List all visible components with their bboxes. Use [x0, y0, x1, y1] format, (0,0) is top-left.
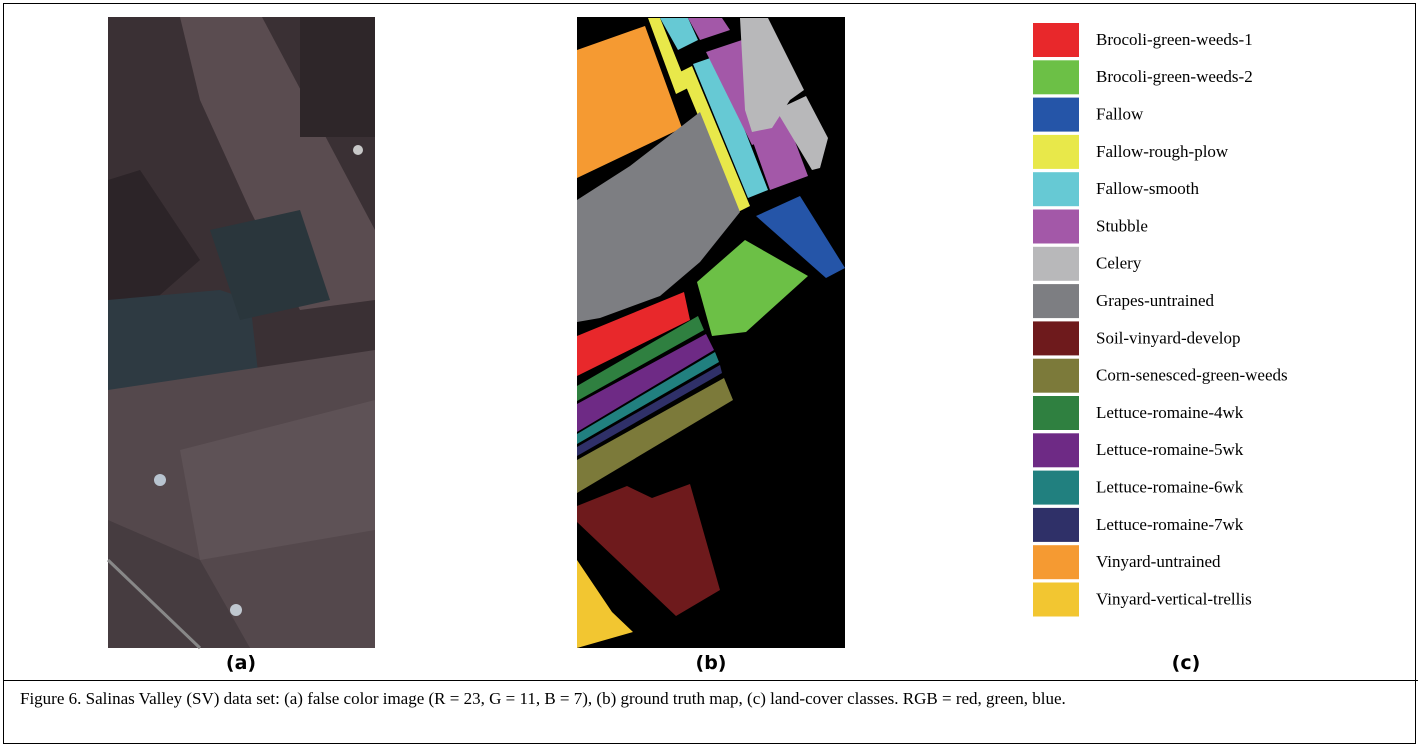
- legend-label: Fallow: [1096, 105, 1144, 124]
- legend-label: Vinyard-untrained: [1096, 552, 1221, 571]
- legend-swatch: [1033, 508, 1079, 542]
- legend-label: Fallow-rough-plow: [1096, 142, 1229, 161]
- legend-label: Celery: [1096, 254, 1142, 273]
- panel-label: (a): [201, 652, 281, 674]
- legend-swatch: [1033, 545, 1079, 579]
- legend-swatch: [1033, 359, 1079, 393]
- figure-caption: Figure 6. Salinas Valley (SV) data set: …: [20, 686, 1400, 712]
- legend-swatch: [1033, 284, 1079, 318]
- legend-swatch: [1033, 321, 1079, 355]
- legend-label: Brocoli-green-weeds-1: [1096, 30, 1253, 49]
- panel-label: (b): [671, 652, 751, 674]
- legend-label: Lettuce-romaine-7wk: [1096, 515, 1244, 534]
- legend-swatch: [1033, 247, 1079, 281]
- legend-label: Brocoli-green-weeds-2: [1096, 67, 1253, 86]
- legend-label: Lettuce-romaine-5wk: [1096, 440, 1244, 459]
- figure: Brocoli-green-weeds-1 Brocoli-green-weeds…: [0, 0, 1421, 748]
- legend-swatch: [1033, 23, 1079, 57]
- legend-label: Stubble: [1096, 216, 1148, 235]
- caption-divider: [3, 680, 1418, 681]
- panel-label: (c): [1146, 652, 1226, 674]
- legend-swatch: [1033, 210, 1079, 244]
- legend-swatch: [1033, 471, 1079, 505]
- legend-swatch: [1033, 60, 1079, 94]
- legend-swatch: [1033, 172, 1079, 206]
- legend-label: Lettuce-romaine-4wk: [1096, 403, 1244, 422]
- legend-label: Fallow-smooth: [1096, 179, 1199, 198]
- false-color-image: [108, 17, 375, 648]
- ground-truth-map: [577, 17, 845, 648]
- legend-swatch: [1033, 135, 1079, 169]
- legend-label: Vinyard-vertical-trellis: [1096, 589, 1252, 608]
- legend-swatch: [1033, 98, 1079, 132]
- legend-label: Lettuce-romaine-6wk: [1096, 478, 1244, 497]
- legend-swatch: [1033, 583, 1079, 617]
- figure-panels: Brocoli-green-weeds-1 Brocoli-green-weeds…: [0, 0, 1421, 680]
- legend-swatch: [1033, 433, 1079, 467]
- legend-label: Corn-senesced-green-weeds: [1096, 366, 1288, 385]
- legend-label: Grapes-untrained: [1096, 291, 1215, 310]
- legend-swatch: [1033, 396, 1079, 430]
- legend-label: Soil-vinyard-develop: [1096, 328, 1240, 347]
